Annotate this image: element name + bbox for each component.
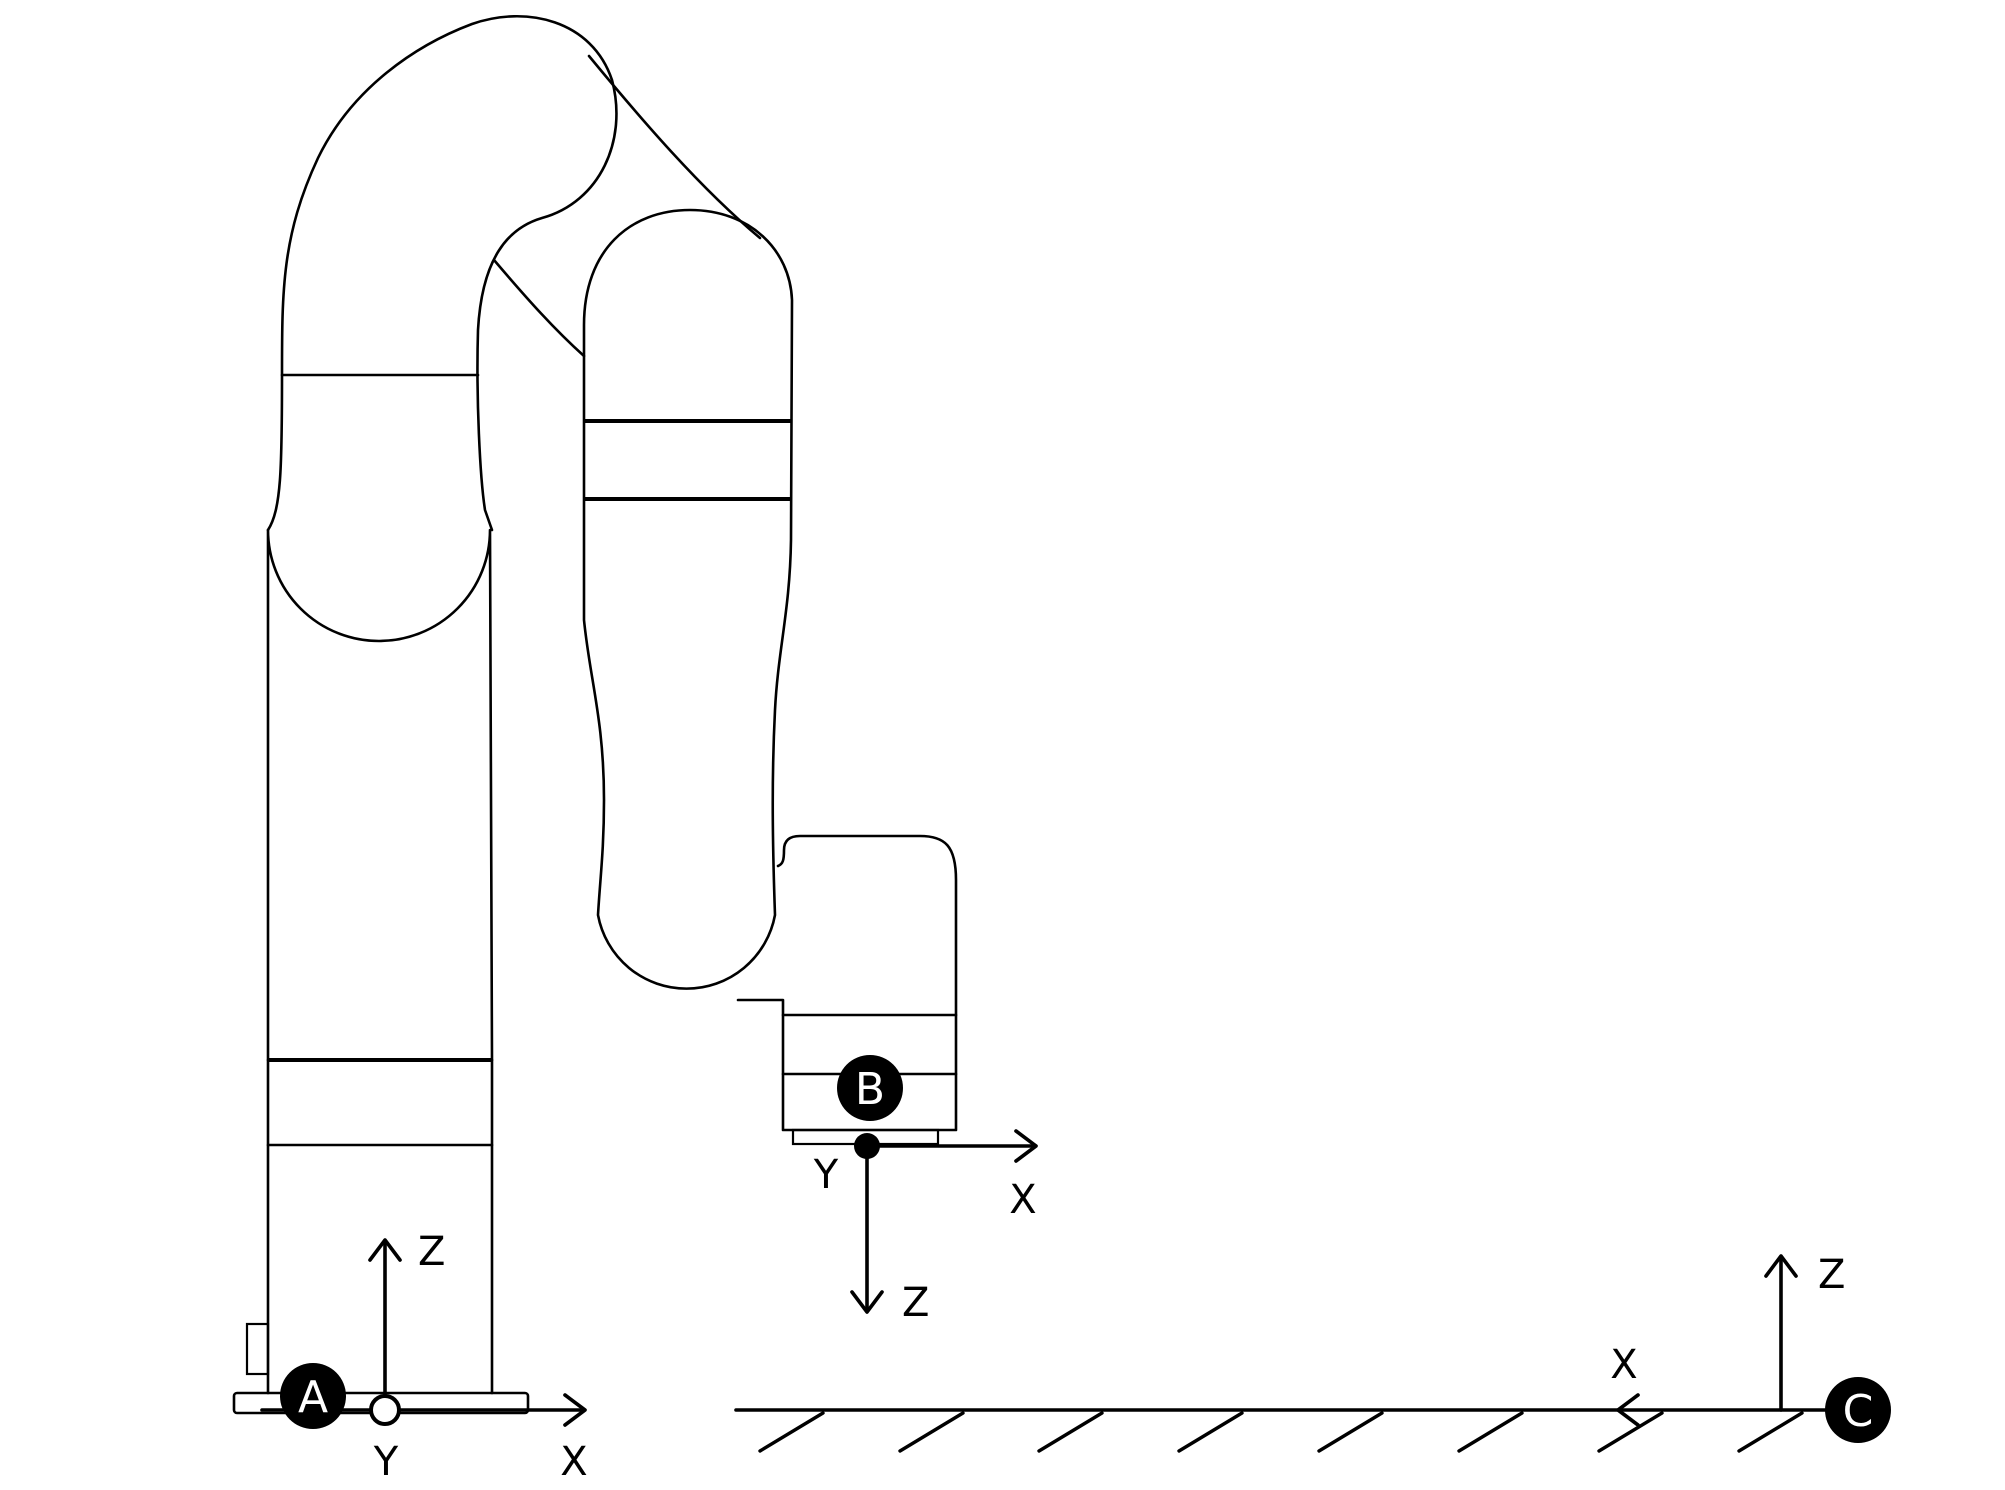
lower-arm — [266, 528, 494, 1062]
base-z-arrowhead — [368, 1238, 402, 1262]
tool-y-axis-marker — [854, 1133, 880, 1159]
tool-z-arrowhead — [850, 1290, 884, 1314]
ground — [734, 1408, 1862, 1453]
ground-hatching — [758, 1411, 1804, 1453]
base-x-arrowhead — [563, 1393, 587, 1427]
tool-z-label: Z — [902, 1280, 929, 1326]
badge-b-label: B — [855, 1064, 885, 1115]
badge-a-label: A — [298, 1372, 328, 1423]
world-z-arrowhead — [1764, 1254, 1798, 1278]
wrist-housing — [736, 834, 958, 1132]
base-z-label: Z — [418, 1229, 445, 1275]
tool-y-label: Y — [813, 1152, 839, 1198]
base-y-axis-marker — [369, 1394, 401, 1426]
badge-b — [837, 1055, 903, 1121]
badge-c — [1825, 1377, 1891, 1443]
base-column — [266, 1058, 494, 1395]
forearm — [582, 208, 794, 990]
badge-a — [280, 1363, 346, 1429]
base-y-label: Y — [373, 1439, 399, 1485]
robot-arm — [232, 14, 958, 1415]
badge-c-label: C — [1843, 1386, 1874, 1437]
base-connector — [245, 1322, 270, 1376]
elbow-link-lower — [492, 258, 586, 358]
base-frame: A Z Y X — [260, 1229, 588, 1485]
world-x-label: X — [1610, 1342, 1637, 1388]
world-z-label: Z — [1818, 1252, 1845, 1298]
tool-frame: B Y X Z — [813, 1055, 1038, 1326]
tool-x-arrowhead — [1014, 1129, 1038, 1163]
tool-x-label: X — [1009, 1177, 1036, 1223]
world-frame: C X Z — [1610, 1252, 1891, 1443]
world-x-arrowhead — [1616, 1393, 1640, 1427]
shoulder-joint — [266, 14, 618, 532]
base-x-label: X — [560, 1439, 587, 1485]
